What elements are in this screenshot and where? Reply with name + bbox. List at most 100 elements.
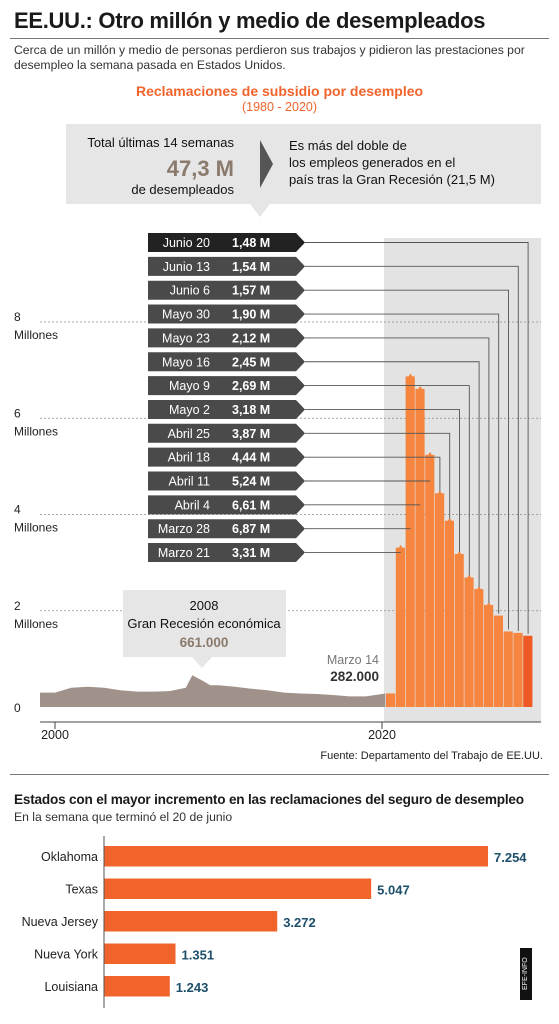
week-label-box xyxy=(148,233,305,252)
chart-title: Reclamaciones de subsidio por desempleo xyxy=(135,83,424,99)
week-name: Abril 18 xyxy=(168,451,210,465)
week-label-13: Marzo 21 3,31 M xyxy=(148,543,305,563)
bottom-strip xyxy=(12,1016,540,1024)
week-label-0: Junio 20 1,48 M xyxy=(148,233,305,252)
comparison-line: Es más del doble de xyxy=(289,138,407,153)
week-label-1: Junio 13 1,54 M xyxy=(148,256,305,276)
state-value-3: 1.351 xyxy=(182,948,215,963)
week-bar-4 xyxy=(425,454,435,707)
week-value: 2,12 M xyxy=(232,331,270,345)
state-bar-3 xyxy=(104,943,176,964)
week-label-2: Junio 6 1,57 M xyxy=(148,280,305,300)
week-label-10: Abril 11 5,24 M xyxy=(148,471,305,491)
week-bar-cap-10 xyxy=(485,601,493,608)
week-label-box xyxy=(148,471,305,491)
week-value: 5,24 M xyxy=(232,475,270,489)
week-label-box xyxy=(148,328,305,348)
state-label-2: Nueva Jersey xyxy=(22,915,99,929)
week-label-3: Mayo 30 1,90 M xyxy=(148,304,305,324)
state-value-2: 3.272 xyxy=(283,915,316,930)
state-bar-1 xyxy=(104,878,372,899)
week-bar-8 xyxy=(464,577,474,707)
claims-chart: Junio 20 1,48 M Junio 13 1,54 M Junio 6 1,57 … xyxy=(14,124,541,742)
week-label-8: Abril 25 3,87 M xyxy=(148,423,305,443)
week-bar-cap-3 xyxy=(416,385,424,392)
week-name: Abril 4 xyxy=(175,498,210,512)
week-bar-3 xyxy=(415,388,425,707)
week-label-box xyxy=(148,376,305,396)
state-value-0: 7.254 xyxy=(494,850,527,865)
week-label-11: Abril 4 6,61 M xyxy=(148,495,305,515)
week-name: Mayo 9 xyxy=(169,379,210,393)
week-value: 3,87 M xyxy=(232,427,270,441)
chevron-right-icon xyxy=(260,140,273,188)
chart-subtitle: (1980 - 2020) xyxy=(241,100,318,114)
week-name: Marzo 21 xyxy=(158,546,210,560)
week-name: Abril 11 xyxy=(169,475,211,489)
week-name: Junio 13 xyxy=(163,260,210,274)
week-value: 2,69 M xyxy=(232,379,270,393)
total-value: 47,3 M xyxy=(167,156,234,181)
leader-line-0 xyxy=(305,242,529,634)
state-bar-4 xyxy=(104,976,170,997)
week-bar-5 xyxy=(435,493,445,707)
march14-value: 282.000 xyxy=(330,669,379,684)
week-value: 1,57 M xyxy=(232,284,270,298)
week-name: Mayo 23 xyxy=(162,331,210,345)
week-bar-cap-2 xyxy=(406,373,414,380)
summary-callout-box xyxy=(66,124,541,204)
week-label-box xyxy=(148,256,305,276)
x-tick-label-2000: 2000 xyxy=(41,728,69,742)
week-value: 1,54 M xyxy=(232,260,270,274)
week-label-box xyxy=(148,519,305,539)
states-bar-chart: Oklahoma 7.254 Texas 5.047 Nueva Jersey 3.272… xyxy=(12,836,540,1024)
week-label-4: Mayo 23 2,12 M xyxy=(148,328,305,348)
week-bar-11 xyxy=(493,615,503,707)
week-bar-cap-1 xyxy=(396,544,404,551)
source-note: Fuente: Departamento del Trabajo de EE.U… xyxy=(320,750,543,762)
week-value: 2,45 M xyxy=(232,355,270,369)
page-title: EE.UU.: Otro millón y medio de desemplea… xyxy=(14,8,486,33)
history-area xyxy=(40,675,386,707)
week-label-box xyxy=(148,399,305,419)
week-bar-cap-6 xyxy=(445,517,453,524)
week-bar-10 xyxy=(484,604,494,707)
week-bar-6 xyxy=(444,520,454,707)
week-label-9: Abril 18 4,44 M xyxy=(148,447,305,467)
leader-line-9 xyxy=(305,456,441,492)
week-bar-12 xyxy=(503,631,513,707)
week-bar-cap-4 xyxy=(426,451,434,458)
recession-year: 2008 xyxy=(190,598,219,613)
week-value: 6,61 M xyxy=(232,498,270,512)
week-value: 3,31 M xyxy=(232,546,270,560)
week-name: Marzo 28 xyxy=(158,522,210,536)
leader-line-6 xyxy=(305,385,470,576)
state-label-0: Oklahoma xyxy=(41,850,98,864)
week-value: 1,90 M xyxy=(232,308,270,322)
week-label-box xyxy=(148,280,305,300)
recession-label: Gran Recesión económica xyxy=(127,616,281,631)
week-bar-cap-8 xyxy=(465,574,473,581)
week-label-box xyxy=(148,423,305,443)
week-name: Mayo 16 xyxy=(162,355,210,369)
week-bar-13 xyxy=(513,632,523,707)
leader-line-3 xyxy=(305,313,500,614)
week-bar-2 xyxy=(405,376,415,707)
week-bar-cap-7 xyxy=(455,550,463,557)
y-unit-label: Millones xyxy=(14,521,58,535)
recession-callout-box xyxy=(123,590,286,657)
week-label-box xyxy=(148,447,305,467)
week-label-box xyxy=(148,304,305,324)
week-name: Junio 6 xyxy=(170,284,210,298)
week-bar-cap-9 xyxy=(475,586,483,593)
y-tick-label-0: 0 xyxy=(14,701,21,715)
leader-line-1 xyxy=(305,265,519,631)
section-divider xyxy=(10,774,549,775)
state-label-1: Texas xyxy=(65,883,98,897)
y-tick-label-6: 6 xyxy=(14,406,21,420)
total-unit: de desempleados xyxy=(131,182,234,197)
comparison-note: Es más del doble de los empleos generados… xyxy=(289,138,495,187)
week-label-box xyxy=(148,352,305,372)
week-name: Mayo 2 xyxy=(169,403,210,417)
leader-line-2 xyxy=(305,289,509,630)
